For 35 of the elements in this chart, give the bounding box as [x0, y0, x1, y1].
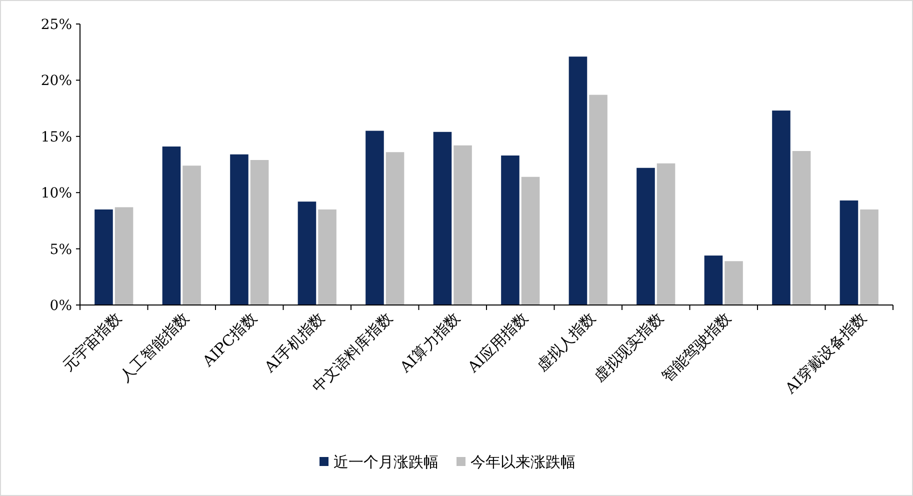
bar — [230, 154, 248, 305]
bar — [656, 163, 676, 305]
y-tick-label: 0% — [50, 298, 72, 314]
legend-label: 今年以来涨跌幅 — [470, 453, 576, 471]
y-tick-label: 15% — [40, 129, 72, 146]
y-tick-label: 20% — [40, 73, 72, 90]
bar — [94, 209, 113, 305]
x-tick-label: AI穿戴设备指数 — [781, 309, 870, 398]
y-tick-label: 10% — [40, 186, 72, 202]
bar — [250, 160, 269, 305]
bar — [182, 166, 201, 305]
bar — [521, 176, 540, 305]
bar — [454, 145, 472, 305]
bar — [114, 207, 134, 305]
bar — [501, 156, 520, 305]
bar — [298, 202, 316, 305]
bar — [318, 209, 336, 305]
bar — [860, 209, 878, 305]
x-tick-label: AI应用指数 — [463, 309, 532, 377]
bar — [704, 256, 723, 305]
bar — [724, 261, 743, 305]
bar — [792, 151, 811, 305]
bar — [568, 56, 588, 305]
bar — [589, 94, 608, 305]
y-tick-label: 25% — [40, 17, 72, 33]
y-tick-label: 5% — [50, 242, 72, 258]
bar — [386, 152, 404, 305]
bar — [772, 110, 790, 305]
bar — [433, 132, 452, 305]
bar — [636, 168, 655, 305]
legend-label: 近一个月涨跌幅 — [334, 453, 438, 471]
bar — [366, 130, 384, 305]
bar — [840, 200, 858, 305]
x-tick-label: AI算力指数 — [396, 309, 464, 377]
bar — [162, 146, 181, 305]
